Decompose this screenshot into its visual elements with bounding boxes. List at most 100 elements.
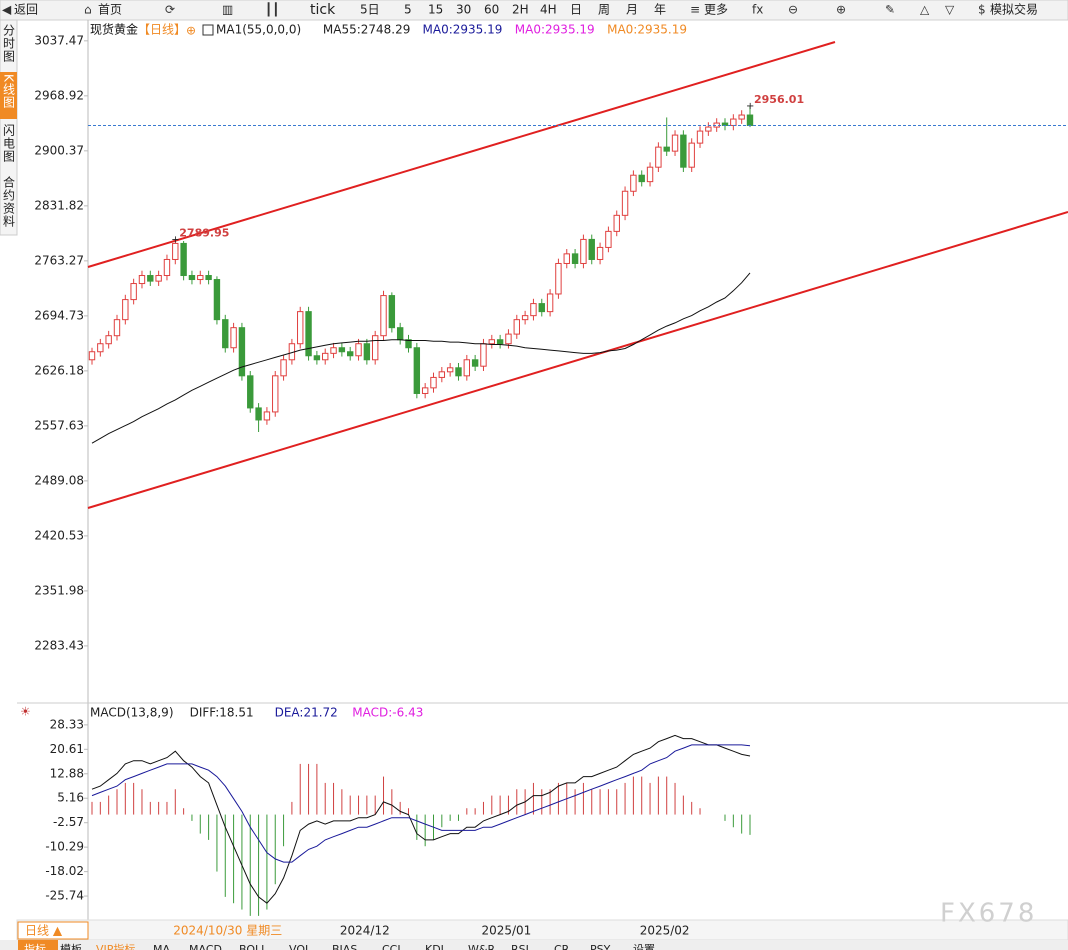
tab[interactable]: BIAS [332, 943, 357, 950]
toolbar-icon[interactable]: ⊖ [788, 3, 798, 17]
toolbar-button[interactable]: 模拟交易 [990, 2, 1038, 17]
tab[interactable]: MACD [189, 943, 222, 950]
y-tick-label: 2351.98 [34, 583, 84, 597]
candle-body [188, 275, 196, 281]
candle-body [546, 293, 554, 313]
toolbar-button[interactable]: 5日 [360, 3, 380, 17]
toolbar-icon[interactable]: ┃┃ [265, 2, 279, 17]
x-tick-label: 2025/01 [481, 924, 531, 938]
toolbar-icon[interactable]: fx [752, 3, 763, 17]
candle-body [163, 258, 171, 277]
tab[interactable]: 设置 [633, 943, 655, 950]
toolbar-button[interactable]: 30 [456, 3, 471, 17]
tab[interactable]: MA [153, 943, 170, 950]
tab-active[interactable] [18, 940, 58, 950]
y-tick-label: 3037.47 [34, 33, 84, 47]
sidebar-tab[interactable]: 闪电图 [2, 124, 16, 163]
candle-body [305, 311, 312, 357]
candle-body [388, 295, 396, 329]
toolbar-button[interactable]: 首页 [98, 3, 122, 17]
toolbar-icon[interactable]: ▥ [222, 3, 233, 17]
toolbar-icon[interactable]: $ [978, 3, 986, 17]
y-tick-label: -2.57 [53, 815, 84, 829]
toolbar-button[interactable]: 4H [540, 3, 557, 17]
toolbar-icon[interactable]: △ [920, 3, 930, 17]
legend-entry: DEA:21.72 [275, 706, 338, 720]
toolbar-button[interactable]: 60 [484, 3, 499, 17]
tab[interactable]: BOLL [239, 943, 268, 950]
candle-body [405, 339, 412, 349]
candle-body [313, 355, 321, 361]
toolbar-button[interactable]: 更多 [704, 3, 728, 17]
tab[interactable]: KDJ [425, 943, 444, 950]
toolbar-button[interactable]: tick [310, 2, 336, 18]
candle-body [347, 351, 354, 357]
trend-line [87, 211, 1068, 509]
candle-body [272, 375, 279, 413]
candle-body [213, 279, 221, 321]
toolbar-icon[interactable]: ⊕ [836, 3, 846, 17]
settings-icon[interactable]: ☀ [20, 705, 31, 719]
candle-body [205, 275, 212, 281]
tab[interactable]: CR [554, 943, 570, 950]
period[interactable]: 日线 ▲ [25, 924, 63, 938]
toolbar-icon[interactable]: ⟳ [165, 3, 175, 17]
legend-entry: MACD(13,8,9) [90, 706, 174, 720]
toolbar-icon[interactable]: ◀ [2, 3, 12, 17]
tab[interactable]: VOL [289, 943, 312, 950]
candle-body [355, 343, 362, 357]
tab[interactable]: 指标 [24, 942, 46, 950]
high-marker: + [171, 234, 179, 245]
candle-body [730, 118, 737, 126]
toolbar-icon[interactable]: ▽ [945, 3, 955, 17]
candle-body [488, 339, 495, 345]
candle-body [605, 230, 612, 248]
toolbar-button[interactable]: 周 [598, 3, 610, 17]
y-tick-label: 28.33 [50, 717, 84, 731]
candle-body [638, 174, 645, 183]
tab[interactable]: W&R [468, 943, 495, 950]
toolbar-icon[interactable]: ✎ [885, 3, 895, 17]
candle-body [371, 335, 379, 361]
x-tick-label: 2025/02 [640, 924, 690, 938]
toolbar-icon[interactable]: ⌂ [84, 3, 92, 17]
candle-body [521, 315, 529, 321]
sidebar-tab[interactable]: 合约资料 [2, 175, 16, 228]
toolbar-button[interactable]: 5 [404, 3, 412, 17]
tab[interactable]: PSY [590, 943, 611, 950]
candle-body [88, 351, 96, 361]
checkbox[interactable] [202, 24, 214, 36]
candle-body [238, 327, 246, 377]
candle-body [513, 319, 520, 335]
toolbar-icon[interactable]: ≡ [690, 3, 700, 17]
toolbar-button[interactable]: 日 [570, 3, 582, 17]
toolbar-button[interactable]: 月 [626, 3, 638, 17]
sidebar-tab[interactable]: K线图 [2, 74, 16, 109]
period-box[interactable] [17, 921, 89, 940]
candle-body [396, 327, 404, 341]
candle-body [330, 347, 337, 354]
tab[interactable]: CCI [382, 943, 401, 950]
toolbar-button[interactable]: 返回 [14, 3, 38, 17]
y-tick-label: 5.16 [57, 791, 84, 805]
candle-body [480, 343, 487, 367]
legend-entry: MA0:2935.19 [423, 23, 503, 37]
legend-entry: MA0:2935.19 [607, 23, 687, 37]
toolbar-button[interactable]: 年 [654, 3, 666, 17]
legend-entry: DIFF:18.51 [190, 706, 254, 720]
candle-body [297, 311, 304, 345]
line [91, 272, 751, 444]
tab[interactable]: 模板 [60, 942, 82, 950]
add-icon[interactable]: ⊕ [186, 24, 196, 38]
toolbar-button[interactable]: 15 [428, 3, 443, 17]
candle-body [655, 146, 662, 168]
tab[interactable]: VIP指标 [96, 942, 135, 950]
sidebar-tab[interactable]: 分时图 [2, 24, 16, 63]
y-tick-label: 2968.92 [34, 88, 84, 102]
y-tick-label: 2283.43 [34, 638, 84, 652]
tab-bar [0, 940, 1068, 950]
toolbar-button[interactable]: 2H [512, 3, 529, 17]
candle-body [172, 242, 179, 260]
tab[interactable]: RSI [511, 943, 529, 950]
